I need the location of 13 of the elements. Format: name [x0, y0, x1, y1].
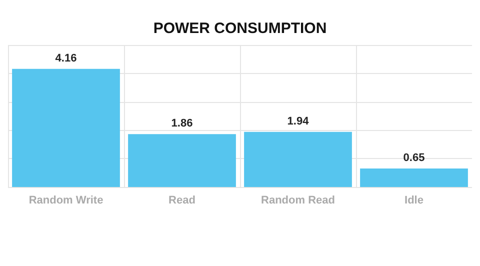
data-label: 1.86 — [171, 118, 193, 130]
data-label: 1.94 — [287, 115, 310, 128]
chart-title: POWER CONSUMPTION — [153, 20, 327, 37]
x-tick-label: Random Write — [28, 194, 104, 206]
bar — [244, 132, 352, 187]
bar — [128, 134, 236, 187]
data-label: 0.65 — [403, 152, 425, 164]
data-label: 4.16 — [55, 52, 77, 64]
bar — [360, 168, 468, 187]
bar — [12, 68, 120, 187]
x-tick-label: Idle — [404, 194, 424, 206]
x-tick-label: Random Read — [261, 194, 335, 206]
x-tick-label: Read — [168, 194, 196, 206]
